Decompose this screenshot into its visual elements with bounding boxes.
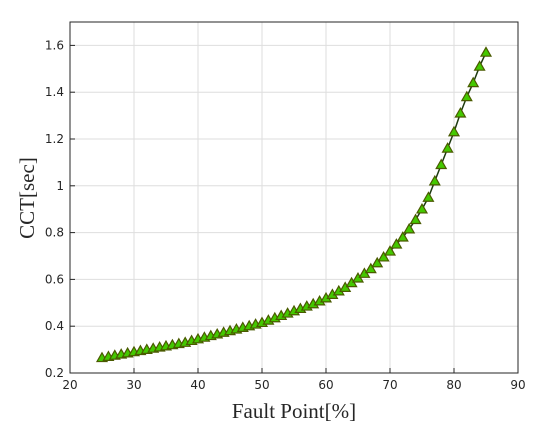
x-tick-label: 50	[254, 378, 269, 392]
x-tick-label: 70	[382, 378, 397, 392]
marker	[403, 222, 416, 234]
plot-frame	[69, 21, 519, 374]
y-tick-label: 0.8	[45, 226, 64, 240]
y-tick-label: 1	[56, 179, 64, 193]
marker	[460, 90, 473, 102]
marker	[441, 142, 454, 153]
marker	[428, 174, 441, 186]
marker	[415, 202, 429, 214]
marker	[390, 238, 403, 249]
y-tick-label: 0.6	[45, 272, 64, 286]
marker	[396, 231, 409, 242]
marker	[409, 213, 422, 225]
y-tick-label: 1.4	[45, 85, 64, 99]
y-tick-label: 1.6	[45, 38, 64, 52]
marker	[377, 250, 390, 262]
marker	[435, 158, 448, 170]
marker	[422, 191, 435, 202]
x-tick-label: 40	[190, 378, 205, 392]
x-tick-label: 20	[62, 378, 77, 392]
marker	[479, 46, 493, 57]
x-tick-label: 30	[126, 378, 141, 392]
y-tick-label: 0.4	[45, 319, 64, 333]
y-axis-label: CCT[sec]	[15, 157, 39, 239]
marker	[371, 256, 384, 268]
y-tick-label: 1.2	[45, 132, 64, 146]
x-tick-label: 80	[446, 378, 461, 392]
x-tick-label: 60	[318, 378, 333, 392]
marker	[454, 107, 467, 118]
x-axis-label: Fault Point[%]	[232, 399, 356, 423]
y-tick-label: 0.2	[45, 366, 64, 380]
marker	[383, 245, 397, 256]
marker	[473, 60, 486, 71]
marker	[447, 125, 461, 137]
x-tick-label: 90	[510, 378, 525, 392]
marker	[467, 76, 480, 88]
marker	[364, 262, 377, 274]
